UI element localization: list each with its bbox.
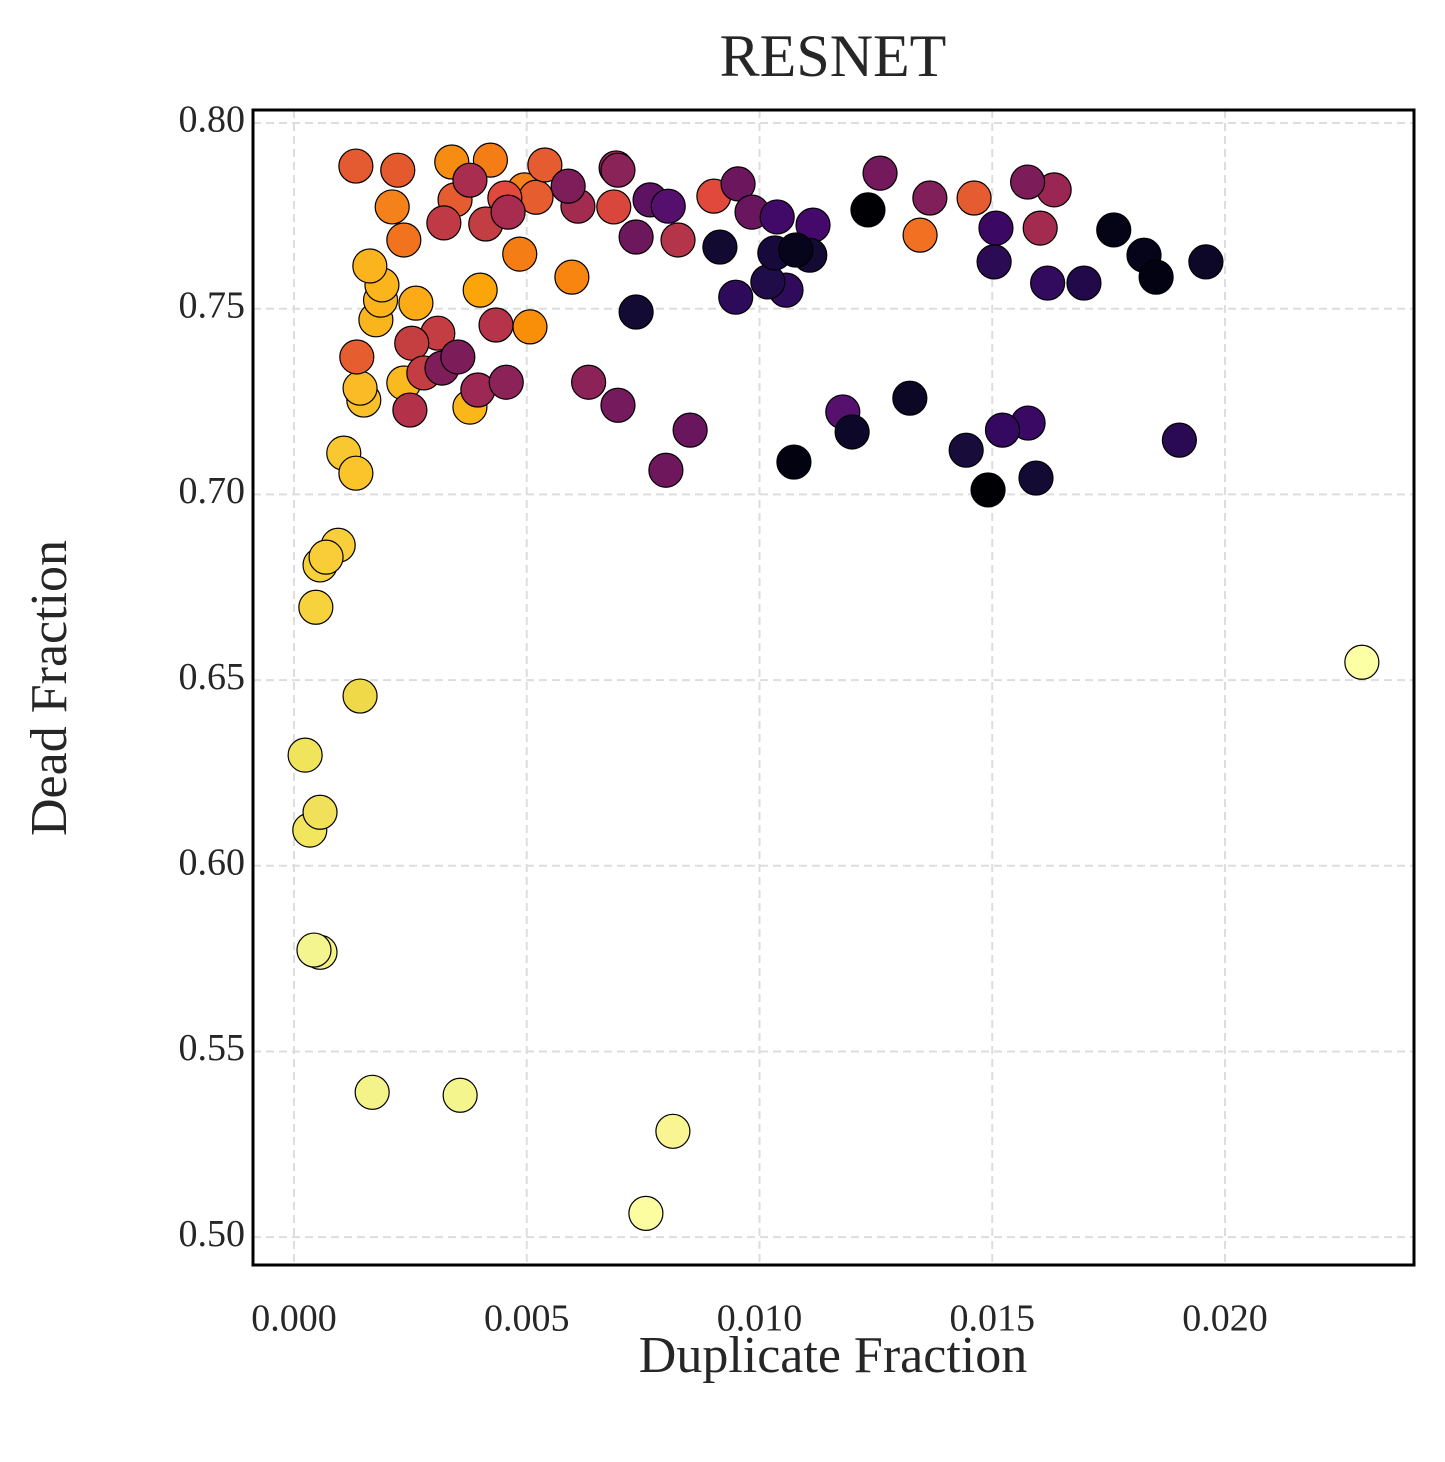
scatter-point — [672, 412, 708, 448]
scatter-point — [1018, 460, 1054, 496]
scatter-point — [442, 1077, 478, 1113]
scatter-point — [426, 205, 462, 241]
scatter-point — [1010, 164, 1046, 200]
scatter-point — [628, 1195, 664, 1231]
scatter-point — [902, 217, 938, 253]
scatter-point — [352, 248, 388, 284]
scatter-point — [308, 539, 344, 575]
scatter-point — [1161, 422, 1197, 458]
x-tick-label: 0.015 — [949, 1298, 1035, 1340]
scatter-point — [648, 452, 684, 488]
scatter-point — [1022, 210, 1058, 246]
scatter-point — [298, 589, 334, 625]
scatter-point — [850, 192, 886, 228]
scatter-point — [596, 189, 632, 225]
x-tick-label: 0.000 — [251, 1298, 337, 1340]
scatter-point — [452, 162, 488, 198]
scatter-point — [296, 932, 332, 968]
scatter-point — [618, 294, 654, 330]
scatter-point — [440, 339, 476, 375]
scatter-point — [970, 472, 1006, 508]
y-tick-label: 0.60 — [179, 841, 246, 883]
scatter-point — [750, 264, 786, 300]
scatter-point — [342, 678, 378, 714]
y-tick-label: 0.50 — [179, 1213, 246, 1255]
y-tick-label: 0.55 — [179, 1027, 246, 1069]
scatter-point — [655, 1113, 691, 1149]
y-tick-label: 0.75 — [179, 284, 246, 326]
scatter-point — [778, 232, 814, 268]
plot-background — [253, 110, 1414, 1265]
scatter-point — [976, 244, 1012, 280]
scatter-point — [380, 152, 416, 188]
scatter-point — [1030, 265, 1066, 301]
scatter-point — [984, 412, 1021, 448]
scatter-point — [554, 259, 590, 295]
scatter-point — [956, 180, 992, 216]
x-tick-label: 0.005 — [484, 1298, 570, 1340]
scatter-point — [978, 210, 1014, 246]
scatter-point — [374, 189, 410, 225]
scatter-point — [571, 364, 607, 400]
y-tick-label: 0.70 — [179, 470, 246, 512]
scatter-point — [600, 387, 636, 423]
scatter-point — [650, 188, 686, 224]
scatter-point — [718, 279, 754, 315]
scatter-point — [702, 229, 738, 265]
scatter-point — [338, 455, 374, 491]
scatter-point — [512, 309, 548, 345]
scatter-point — [502, 236, 538, 272]
scatter-point — [600, 152, 636, 188]
scatter-point — [339, 339, 375, 375]
scatter-point — [490, 194, 526, 230]
scatter-point — [342, 370, 378, 406]
scatter-point — [527, 147, 563, 183]
scatter-point — [398, 285, 434, 321]
scatter-point — [759, 199, 795, 235]
scatter-point — [1096, 212, 1132, 248]
scatter-point — [394, 325, 430, 361]
scatter-point — [302, 794, 338, 830]
plot-frame — [251, 108, 1416, 1267]
scatter-point — [462, 272, 498, 308]
scatter-point — [660, 222, 696, 258]
x-tick-label: 0.010 — [717, 1298, 803, 1340]
y-axis-label: Dead Fraction — [21, 540, 78, 836]
scatter-point — [392, 392, 428, 428]
scatter-point — [1138, 259, 1174, 295]
scatter-point — [338, 148, 374, 184]
chart-title: RESNET — [720, 23, 947, 89]
x-tick-label: 0.020 — [1182, 1298, 1268, 1340]
scatter-point — [550, 168, 586, 204]
scatter-point — [912, 180, 948, 216]
scatter-point — [386, 222, 422, 258]
scatter-point — [776, 444, 812, 480]
scatter-point — [354, 1074, 390, 1110]
scatter-point — [892, 380, 928, 416]
scatter-point — [618, 219, 654, 255]
scatter-point — [948, 432, 984, 468]
scatter-point — [478, 307, 514, 343]
scatter-point — [720, 166, 756, 202]
y-tick-label: 0.65 — [179, 656, 246, 698]
scatter-point — [1344, 644, 1380, 680]
scatter-point — [862, 155, 898, 191]
scatter-point — [1188, 244, 1224, 280]
scatter-point — [488, 364, 524, 400]
y-tick-label: 0.80 — [179, 99, 246, 141]
x-axis-label: Duplicate Fraction — [639, 1327, 1027, 1384]
scatter-point — [1066, 265, 1102, 301]
scatter-point — [834, 414, 870, 450]
scatter-point — [287, 737, 323, 773]
